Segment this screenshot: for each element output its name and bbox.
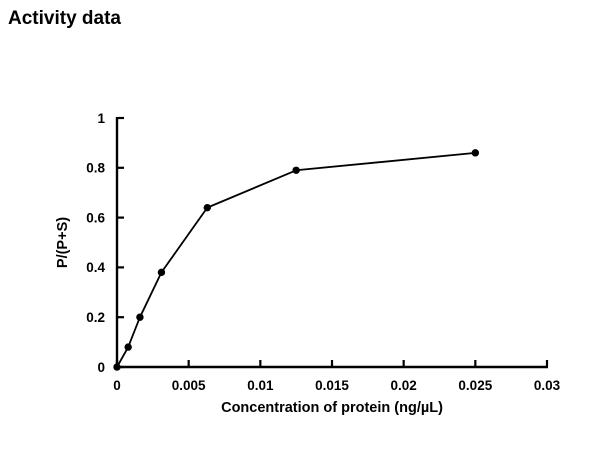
- data-point: [471, 149, 480, 157]
- x-tick-label: 0.02: [391, 378, 417, 393]
- x-tick-label: 0.025: [458, 378, 492, 393]
- y-tick-label: 0: [97, 360, 105, 375]
- y-tick-label: 1: [97, 111, 105, 126]
- data-point: [157, 268, 166, 277]
- x-tick-label: 0.01: [247, 378, 274, 393]
- y-tick-label: 0.4: [86, 260, 105, 275]
- y-tick-label: 0.2: [86, 310, 105, 325]
- y-axis-label: P/(P+S): [55, 217, 71, 268]
- data-point: [124, 343, 132, 351]
- x-tick-label: 0.03: [534, 378, 561, 393]
- data-point: [113, 363, 121, 371]
- y-tick-label: 0.8: [86, 161, 105, 176]
- chart-title: Activity data: [8, 8, 121, 29]
- data-point: [292, 166, 300, 174]
- data-point: [203, 203, 211, 212]
- y-tick-label: 0.6: [86, 210, 105, 225]
- data-line: [116, 151, 476, 368]
- x-tick-label: 0.005: [172, 378, 206, 393]
- x-axis-label: Concentration of protein (ng/µL): [221, 400, 443, 416]
- data-point: [136, 313, 144, 321]
- x-tick-label: 0.015: [315, 378, 349, 393]
- x-tick-label: 0: [113, 378, 121, 393]
